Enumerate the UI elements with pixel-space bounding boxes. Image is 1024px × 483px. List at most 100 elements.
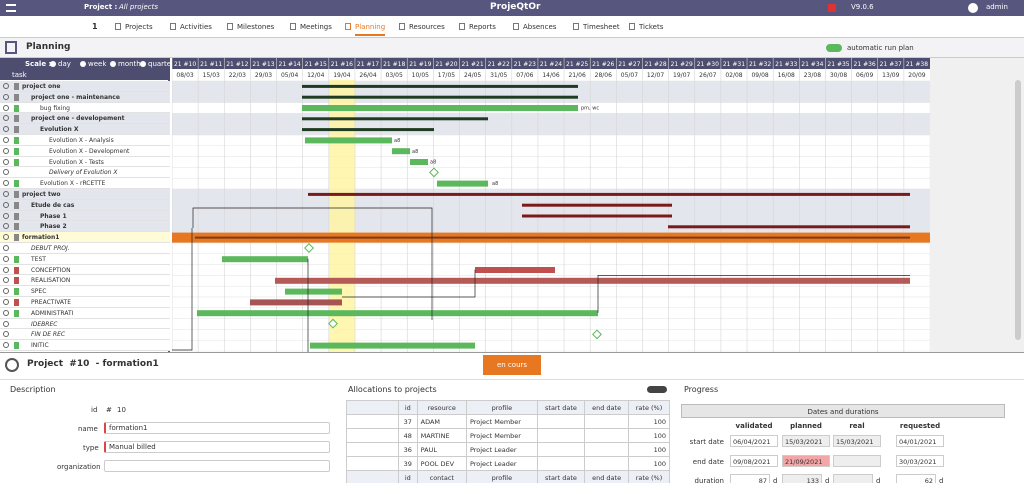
table-row[interactable]: 39 POOL DEV Project Leader 100: [346, 456, 670, 471]
task-row[interactable]: [0, 275, 170, 287]
scale-radio[interactable]: [80, 61, 86, 67]
menu-item[interactable]: Activities: [180, 23, 212, 31]
task-name[interactable]: IDEBREC: [31, 320, 58, 328]
alert-icon[interactable]: [828, 4, 836, 12]
task-row[interactable]: [0, 210, 170, 222]
menu-item[interactable]: Reports: [469, 23, 496, 31]
task-name[interactable]: Etude de cas: [31, 201, 75, 209]
section-title[interactable]: Description: [10, 385, 56, 394]
menu-item[interactable]: Timesheet: [583, 23, 620, 31]
task-row[interactable]: [0, 318, 170, 330]
menu-item[interactable]: Resources: [409, 23, 445, 31]
type-select[interactable]: Manual billed: [104, 441, 330, 453]
task-row[interactable]: [0, 189, 170, 200]
scale-option[interactable]: day: [58, 60, 71, 68]
task-row[interactable]: [0, 221, 170, 233]
task-name[interactable]: DEBUT PROJ.: [31, 245, 70, 252]
task-row[interactable]: [0, 329, 170, 341]
date-field[interactable]: 09/08/2021: [730, 455, 778, 467]
task-row[interactable]: [0, 243, 170, 254]
scale-option[interactable]: quarter: [148, 60, 174, 68]
task-row[interactable]: [0, 135, 170, 146]
task-row[interactable]: [0, 156, 170, 168]
task-name[interactable]: SPEC: [31, 288, 47, 296]
task-name[interactable]: Evolution X: [40, 126, 79, 134]
task-name[interactable]: ADMINISTRATI: [31, 309, 74, 317]
date-field[interactable]: 62: [896, 474, 936, 483]
scale-radio[interactable]: [110, 61, 116, 67]
menu-item[interactable]: Milestones: [237, 23, 275, 31]
scale-radio[interactable]: [140, 61, 146, 67]
date-field[interactable]: 15/03/2021: [782, 435, 830, 447]
menu-item[interactable]: Meetings: [300, 23, 332, 31]
action-cell[interactable]: [346, 442, 399, 457]
date-field[interactable]: [833, 474, 873, 483]
task-name[interactable]: PREACTIVATE: [31, 299, 72, 306]
task-name[interactable]: project two: [22, 191, 61, 198]
toggle[interactable]: [826, 44, 842, 52]
task-name[interactable]: Delivery of Evolution X: [49, 169, 118, 177]
menu-icon[interactable]: [6, 4, 16, 12]
task-row[interactable]: [0, 124, 170, 135]
task-row[interactable]: [0, 340, 170, 351]
add-badge[interactable]: [647, 386, 667, 393]
task-row[interactable]: [0, 167, 170, 179]
menu-item[interactable]: Tickets: [639, 23, 664, 31]
task-row[interactable]: [0, 286, 170, 297]
table-row[interactable]: 36 PAUL Project Leader 100: [346, 442, 670, 457]
task-row[interactable]: [0, 113, 170, 125]
task-name[interactable]: Evolution X - Tests: [49, 158, 104, 166]
date-field[interactable]: 06/04/2021: [730, 435, 778, 447]
menu-item[interactable]: Absences: [523, 23, 557, 31]
task-name[interactable]: INITIC: [31, 342, 49, 350]
name-input[interactable]: formation1: [104, 422, 330, 434]
date-field[interactable]: 133: [782, 474, 822, 483]
section-title[interactable]: Progress: [684, 385, 719, 394]
scale-option[interactable]: week: [88, 60, 107, 68]
task-name[interactable]: REALISATION: [31, 277, 71, 285]
task-name[interactable]: Phase 1: [40, 212, 67, 220]
task-row[interactable]: [0, 253, 170, 265]
user-name[interactable]: admin: [986, 3, 1008, 11]
task-name[interactable]: CONCEPTION: [31, 266, 71, 274]
date-field[interactable]: 21/09/2021: [782, 455, 830, 467]
task-row[interactable]: [0, 297, 170, 308]
task-name[interactable]: Evolution X - rRCETTE: [40, 180, 106, 188]
task-row[interactable]: [0, 232, 170, 243]
menu-item[interactable]: Planning: [355, 23, 386, 36]
task-name[interactable]: formation1: [22, 234, 60, 242]
date-field[interactable]: 30/03/2021: [896, 455, 944, 467]
date-field[interactable]: 04/01/2021: [896, 435, 944, 447]
date-field[interactable]: 15/03/2021: [833, 435, 881, 447]
scale-option[interactable]: month: [118, 60, 141, 68]
menu-item[interactable]: Projects: [125, 23, 153, 31]
project-selector[interactable]: All projects: [119, 3, 158, 11]
action-cell[interactable]: [346, 414, 399, 429]
action-cell[interactable]: [346, 456, 399, 471]
date-field[interactable]: [833, 455, 881, 467]
task-name[interactable]: TEST: [31, 255, 46, 263]
task-row[interactable]: [0, 145, 170, 157]
task-row[interactable]: [0, 178, 170, 189]
task-name[interactable]: Evolution X - Analysis: [49, 137, 114, 144]
task-row[interactable]: [0, 199, 170, 211]
task-name[interactable]: project one: [22, 83, 61, 90]
task-name[interactable]: FIN DE REC: [31, 331, 66, 339]
table-row[interactable]: 37 ADAM Project Member 100: [346, 414, 670, 429]
task-row[interactable]: [0, 102, 170, 114]
task-name[interactable]: project one - developement: [31, 115, 125, 123]
task-row[interactable]: [0, 307, 170, 319]
scale-radio[interactable]: [50, 61, 56, 67]
task-row[interactable]: [0, 81, 170, 92]
action-cell[interactable]: [346, 428, 399, 443]
task-name[interactable]: Phase 2: [40, 223, 67, 231]
task-name[interactable]: bug fixing: [40, 104, 70, 112]
task-name[interactable]: Evolution X - Development: [49, 147, 130, 155]
table-row[interactable]: 48 MARTINE Project Member 100: [346, 428, 670, 443]
date-field[interactable]: 87: [730, 474, 770, 483]
task-name[interactable]: project one - maintenance: [31, 93, 120, 101]
organization-select[interactable]: [104, 460, 330, 472]
task-row[interactable]: [0, 91, 170, 103]
section-title[interactable]: Allocations to projects: [348, 385, 437, 394]
task-row[interactable]: [0, 264, 170, 276]
